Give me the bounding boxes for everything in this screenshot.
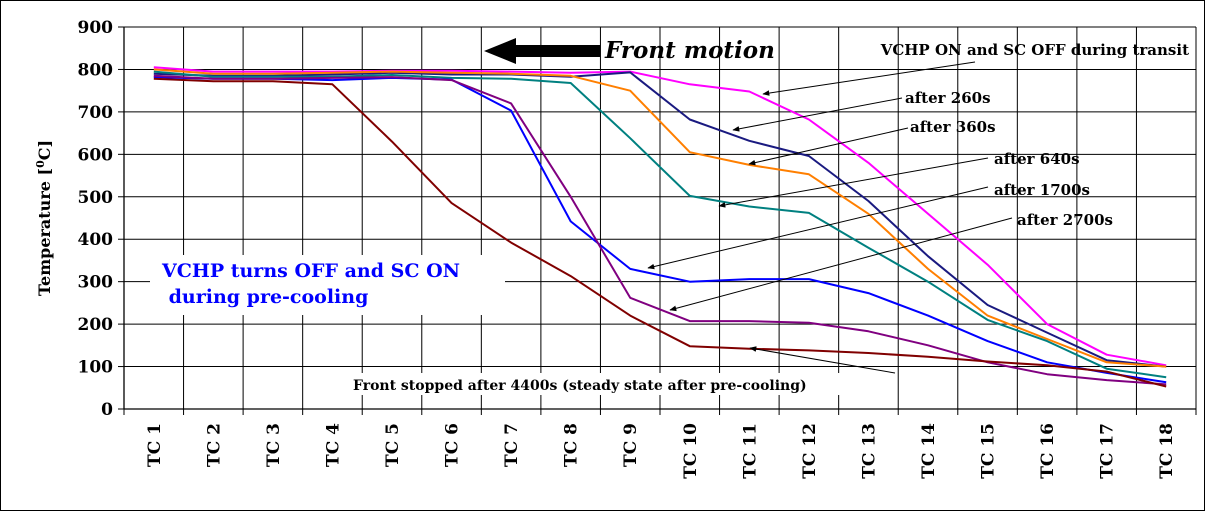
annotation-steady-state: Front stopped after 4400s (steady state … — [353, 378, 807, 394]
x-tick-label: TC 18 — [1157, 423, 1177, 479]
x-tick-label: TC 11 — [740, 423, 760, 479]
y-axis-label: Temperature [0C] — [34, 140, 54, 296]
arrow-after-260s — [732, 97, 903, 132]
arrow-after-1700s — [647, 186, 989, 270]
y-tick-label: 400 — [78, 230, 114, 250]
annotation-after-2700s: after 2700s — [1017, 211, 1113, 229]
front-motion-label: Front motion — [604, 37, 775, 64]
annotation-after-260s: after 260s — [905, 89, 991, 107]
series-line-1 — [153, 66, 1167, 367]
front-motion-arrow — [484, 38, 600, 64]
x-tick-label: TC 6 — [443, 423, 463, 467]
y-tick-label: 300 — [78, 273, 114, 293]
precool-label-bg — [150, 255, 505, 315]
x-tick-label: TC 7 — [502, 423, 522, 467]
x-tick-label: TC 14 — [919, 423, 939, 479]
annotation-after-640s: after 640s — [994, 150, 1080, 168]
series-lines — [153, 66, 1167, 388]
series-line-2 — [153, 71, 1167, 368]
y-axis-label-end: C] — [35, 140, 54, 160]
x-tick-label: TC 17 — [1098, 423, 1118, 479]
x-tick-label: TC 5 — [383, 423, 403, 467]
annotation-arrows — [647, 61, 1013, 374]
y-tick-label: 700 — [78, 103, 114, 123]
series-line-5 — [153, 76, 1167, 384]
y-tick-label: 900 — [78, 18, 114, 38]
precool-label-line2: during pre-cooling — [162, 286, 368, 308]
arrow-after-640s — [718, 157, 989, 208]
precool-label-line1: VCHP turns OFF and SC ON — [161, 260, 460, 282]
x-tick-label: TC 9 — [621, 423, 641, 467]
series-line-4 — [153, 70, 1167, 379]
y-tick-label: 200 — [78, 315, 114, 335]
arrow-steady-state — [749, 346, 896, 374]
steady-label-bg — [350, 373, 890, 395]
y-axis-label-sup: 0 — [34, 160, 47, 168]
arrow-transit — [762, 61, 976, 96]
annotation-transit: VCHP ON and SC OFF during transit — [880, 41, 1189, 59]
x-tick-label: TC 8 — [562, 423, 582, 467]
x-tick-label: TC 2 — [204, 423, 224, 467]
series-line-3 — [153, 68, 1167, 368]
y-tick-label: 600 — [78, 145, 114, 165]
x-tick-label: TC 15 — [979, 423, 999, 479]
x-tick-labels: TC 1 TC 2 TC 3 TC 4 TC 5 TC 6 TC 7 TC 8 TC 9 TC 1… — [145, 423, 1177, 479]
y-tick-label: 100 — [78, 358, 114, 378]
series-line-6 — [153, 74, 1167, 386]
series-line-7 — [153, 77, 1167, 388]
x-tick-label: TC 10 — [681, 423, 701, 479]
y-tick-label: 800 — [78, 60, 114, 80]
arrow-after-2700s — [669, 217, 1013, 312]
annotation-after-360s: after 360s — [910, 118, 996, 136]
y-tick-labels: 0 100 200 300 400 500 600 700 800 900 — [78, 18, 114, 420]
annotation-after-1700s: after 1700s — [994, 181, 1090, 199]
x-tick-label: TC 16 — [1038, 423, 1058, 479]
x-tick-label: TC 3 — [264, 423, 284, 467]
y-axis-label-main: Temperature [ — [35, 168, 54, 296]
x-tick-label: TC 12 — [800, 423, 820, 479]
x-tick-label: TC 13 — [859, 423, 879, 479]
axes — [118, 26, 1197, 415]
y-tick-label: 0 — [101, 400, 113, 420]
x-tick-label: TC 1 — [145, 423, 165, 467]
arrow-after-360s — [748, 127, 909, 166]
y-tick-label: 500 — [78, 188, 114, 208]
x-tick-label: TC 4 — [323, 423, 343, 467]
